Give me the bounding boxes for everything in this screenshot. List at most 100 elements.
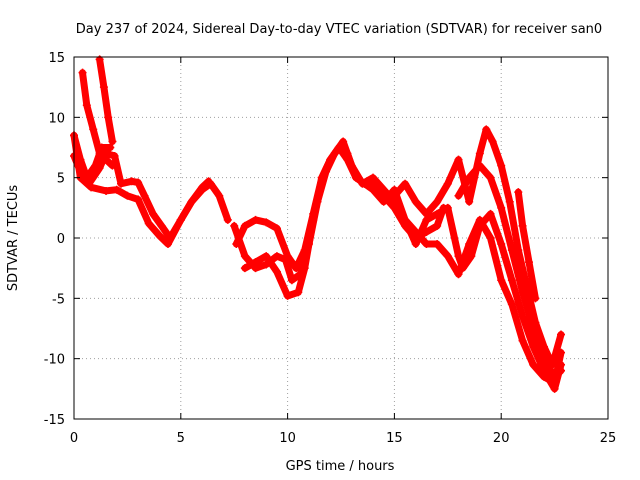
data-point	[106, 143, 115, 152]
data-point	[401, 221, 410, 230]
data-point	[390, 191, 399, 200]
data-point	[482, 125, 491, 134]
series-sat-h	[232, 144, 447, 272]
data-point	[99, 83, 108, 92]
data-point	[422, 209, 431, 218]
series-sat-d	[79, 69, 116, 170]
data-point	[294, 288, 303, 297]
data-point	[198, 183, 207, 192]
data-point	[262, 218, 271, 227]
data-point	[433, 221, 442, 230]
data-point	[486, 234, 495, 242]
y-tick-label: -15	[44, 413, 65, 428]
data-point	[454, 252, 463, 261]
data-point	[475, 215, 484, 224]
data-point	[497, 240, 506, 249]
data-point	[411, 234, 420, 242]
y-tick-label: 10	[48, 111, 65, 126]
data-point	[272, 267, 281, 276]
data-point	[390, 203, 399, 212]
x-tick-label: 0	[70, 431, 78, 446]
data-point	[351, 173, 360, 182]
data-point	[240, 252, 249, 261]
data-point	[360, 179, 369, 188]
x-tick-label: 5	[177, 431, 185, 446]
axis-ticks: 0 5 10 15 20 25 -15 -10 -5 0 5 10 15	[44, 51, 617, 446]
data-point	[251, 258, 260, 267]
data-point	[112, 185, 121, 194]
data-point	[467, 252, 476, 261]
series-sat-k	[514, 188, 539, 302]
data-point	[334, 143, 343, 152]
data-point	[140, 191, 149, 200]
data-point	[283, 291, 292, 300]
data-point	[531, 294, 540, 303]
data-point	[144, 219, 153, 228]
data-point	[283, 252, 292, 261]
data-point	[204, 177, 213, 186]
data-point	[108, 161, 117, 170]
data-point	[110, 151, 119, 160]
data-point	[518, 288, 527, 297]
data-point	[550, 372, 559, 381]
data-point	[326, 155, 335, 164]
data-point	[127, 177, 136, 186]
data-point	[422, 227, 431, 236]
data-point	[454, 155, 463, 164]
x-tick-label: 20	[493, 431, 510, 446]
data-point	[251, 215, 260, 224]
data-point	[339, 137, 348, 146]
data-point	[539, 354, 548, 363]
y-tick-label: 0	[57, 232, 65, 247]
data-point	[514, 188, 523, 197]
data-point	[422, 240, 431, 249]
data-point	[443, 252, 452, 261]
data-point	[497, 276, 506, 285]
x-axis-label: GPS time / hours	[286, 459, 395, 474]
series-sat-f	[230, 138, 565, 393]
data-point	[149, 209, 158, 218]
data-point	[300, 246, 309, 255]
data-point	[292, 264, 301, 273]
data-point	[163, 240, 172, 249]
data-point	[557, 330, 566, 339]
data-point	[454, 191, 463, 200]
data-point	[343, 155, 352, 164]
x-tick-label: 10	[279, 431, 296, 446]
data-point	[82, 101, 91, 110]
data-point	[82, 173, 91, 182]
data-point	[240, 264, 249, 273]
data-point	[379, 191, 388, 200]
data-point	[369, 179, 378, 188]
data-point	[108, 137, 117, 146]
data-point	[443, 179, 452, 188]
data-point	[518, 312, 527, 321]
data-point	[518, 336, 527, 345]
data-point	[486, 209, 495, 218]
data-point	[507, 246, 516, 255]
data-point	[176, 215, 185, 224]
data-point	[240, 221, 249, 230]
data-point	[166, 234, 175, 242]
data-point	[123, 191, 132, 200]
data-point	[116, 179, 125, 188]
data-point	[215, 191, 224, 200]
data-point	[507, 300, 516, 309]
data-point	[475, 161, 484, 170]
data-point	[84, 179, 93, 188]
chart-title: Day 237 of 2024, Sidereal Day-to-day VTE…	[76, 22, 602, 37]
data-point	[104, 113, 113, 122]
data-point	[488, 137, 497, 146]
data-point	[465, 240, 474, 249]
data-point	[102, 186, 111, 195]
data-point	[518, 221, 527, 230]
data-point	[287, 276, 296, 285]
data-point	[272, 224, 281, 233]
data-point	[134, 195, 143, 204]
data-point	[317, 173, 326, 182]
data-point	[439, 203, 448, 212]
data-point	[465, 173, 474, 182]
data-point	[102, 155, 111, 164]
data-point	[89, 125, 98, 134]
